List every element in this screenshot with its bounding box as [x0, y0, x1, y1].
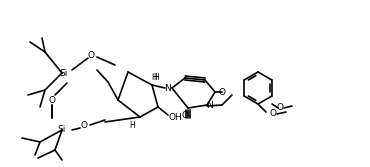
Text: Si: Si	[60, 68, 68, 77]
Text: H: H	[129, 121, 135, 129]
Text: H: H	[153, 72, 159, 81]
Text: O: O	[87, 50, 94, 59]
Text: O: O	[182, 112, 188, 121]
Text: O: O	[276, 104, 283, 113]
Text: H: H	[151, 72, 157, 81]
Text: N: N	[206, 101, 212, 110]
Text: O: O	[219, 88, 225, 97]
Text: N: N	[164, 84, 170, 93]
Text: OH: OH	[168, 114, 182, 123]
Text: Si: Si	[58, 125, 66, 134]
Text: O: O	[81, 122, 87, 130]
Text: O: O	[269, 110, 276, 119]
Text: O: O	[48, 96, 55, 105]
